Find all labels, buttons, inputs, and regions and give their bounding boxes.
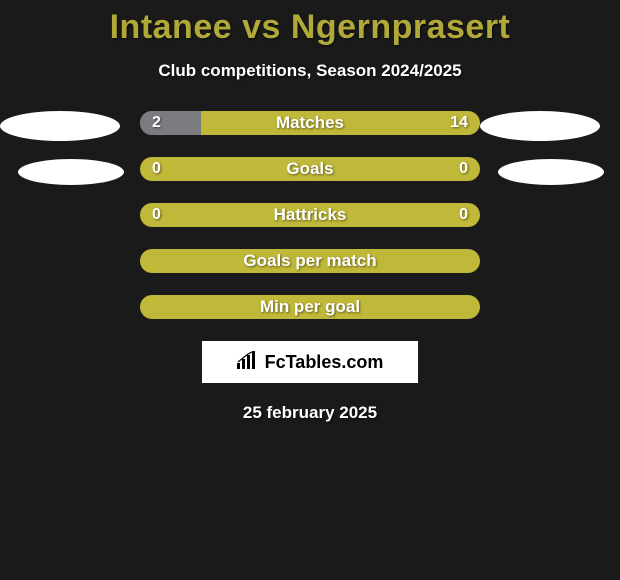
subtitle: Club competitions, Season 2024/2025 bbox=[0, 61, 620, 81]
player-avatar-placeholder bbox=[480, 111, 600, 141]
stat-label: Goals bbox=[140, 157, 480, 181]
player-avatar-placeholder bbox=[18, 159, 124, 185]
stat-label: Goals per match bbox=[140, 249, 480, 273]
stats-area: 214Matches 00Goals 00Hattricks Goals per ma… bbox=[0, 111, 620, 319]
stat-label: Matches bbox=[140, 111, 480, 135]
brand-box[interactable]: FcTables.com bbox=[202, 341, 418, 383]
stat-label: Hattricks bbox=[140, 203, 480, 227]
page-title: Intanee vs Ngernprasert bbox=[0, 8, 620, 47]
brand-text: FcTables.com bbox=[265, 352, 384, 373]
stat-label: Min per goal bbox=[140, 295, 480, 319]
date: 25 february 2025 bbox=[0, 403, 620, 423]
player-avatar-placeholder bbox=[0, 111, 120, 141]
stat-bar: Min per goal bbox=[140, 295, 480, 319]
bar-chart-icon bbox=[237, 351, 259, 374]
stat-bar: 00Goals bbox=[140, 157, 480, 181]
comparison-card: Intanee vs Ngernprasert Club competition… bbox=[0, 0, 620, 423]
bars-list: 214Matches 00Goals 00Hattricks Goals per ma… bbox=[140, 111, 480, 319]
player-avatar-placeholder bbox=[498, 159, 604, 185]
stat-bar: 214Matches bbox=[140, 111, 480, 135]
stat-bar: 00Hattricks bbox=[140, 203, 480, 227]
stat-bar: Goals per match bbox=[140, 249, 480, 273]
